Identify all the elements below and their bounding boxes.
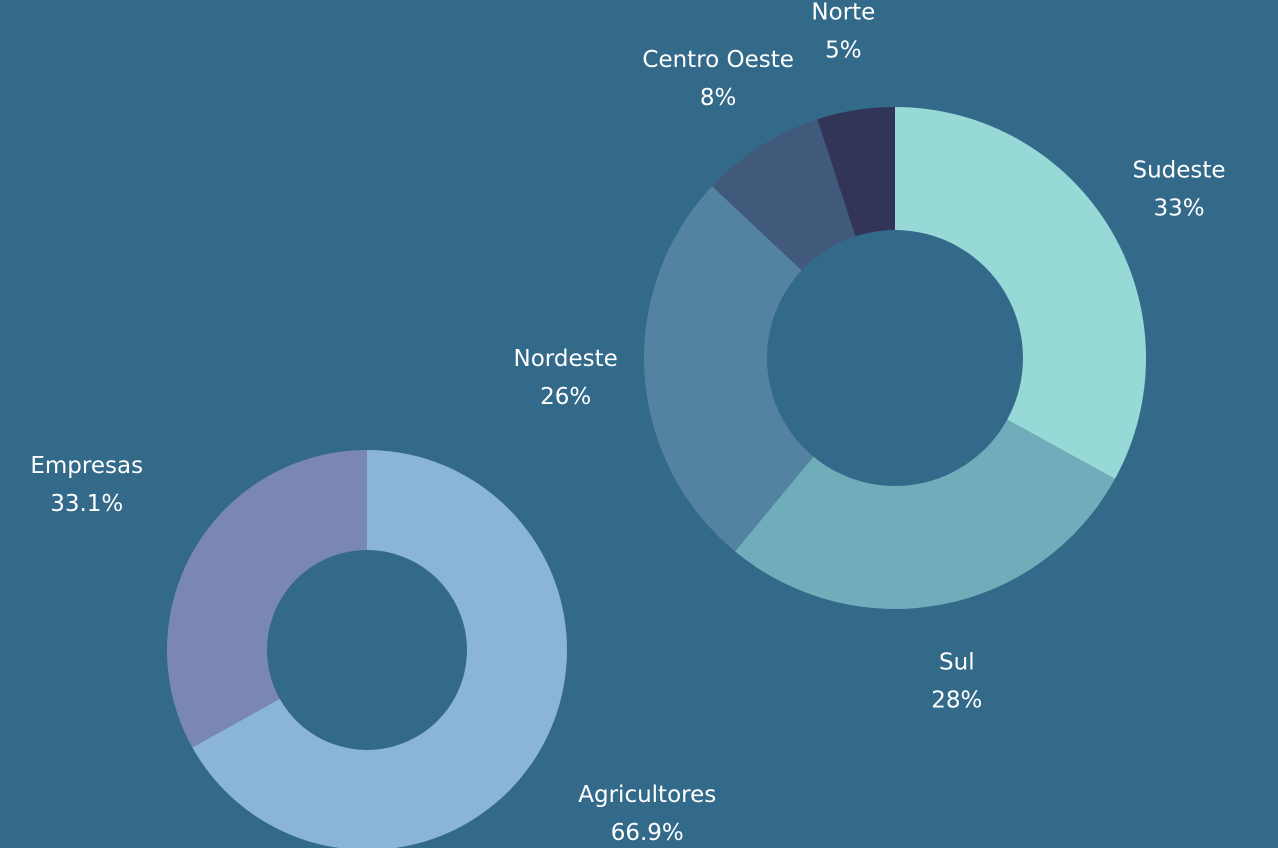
slice-label: Nordeste <box>514 346 618 372</box>
slice-value: 33.1% <box>50 491 123 517</box>
slice-value: 28% <box>931 688 982 714</box>
slice-value: 33% <box>1153 196 1204 222</box>
slice-label: Norte <box>811 0 875 26</box>
slice-value: 66.9% <box>611 820 684 846</box>
slice-label: Sul <box>939 650 975 676</box>
slice-label: Empresas <box>30 453 143 479</box>
slice-label: Agricultores <box>578 782 716 808</box>
donut-slice <box>895 107 1147 479</box>
donut-slice <box>817 107 895 237</box>
donut-slice <box>735 419 1115 609</box>
donut-slice <box>712 119 856 271</box>
donut-slice <box>167 450 367 748</box>
slice-label: Centro Oeste <box>642 47 794 73</box>
slice-value: 26% <box>540 384 591 410</box>
slice-label: Sudeste <box>1133 158 1226 184</box>
donut-slice <box>644 186 814 552</box>
donut-slice <box>192 450 567 848</box>
slice-value: 5% <box>825 38 862 64</box>
slice-value: 8% <box>700 85 737 111</box>
